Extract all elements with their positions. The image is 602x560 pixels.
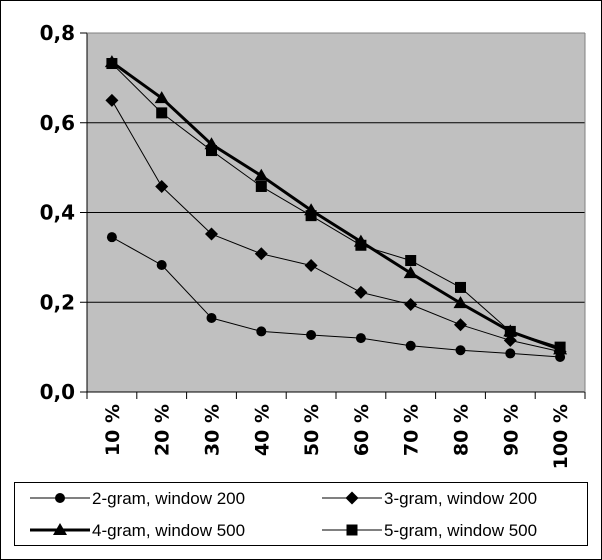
data-point	[505, 326, 516, 337]
x-tick-label: 60 %	[351, 404, 373, 456]
legend-label: 5-gram, window 500	[384, 521, 537, 540]
x-tick-label: 50 %	[301, 404, 323, 456]
data-point	[505, 348, 515, 358]
legend: 2-gram, window 200 3-gram, window 200 4-gr…	[15, 483, 588, 546]
data-point	[456, 345, 466, 355]
data-point	[256, 181, 267, 192]
data-point	[555, 342, 566, 353]
data-point	[206, 145, 217, 156]
legend-label: 4-gram, window 500	[92, 521, 245, 540]
y-tick-label: 0,0	[40, 380, 75, 404]
data-point	[406, 341, 416, 351]
data-point	[157, 260, 167, 270]
data-point	[106, 58, 117, 69]
data-point	[356, 333, 366, 343]
data-point	[256, 326, 266, 336]
x-tick-label: 100 %	[550, 404, 572, 469]
x-tick-label: 40 %	[251, 404, 273, 456]
x-tick-label: 20 %	[152, 404, 174, 456]
x-tick-label: 10 %	[102, 404, 124, 456]
y-tick-label: 0,8	[40, 21, 75, 45]
legend-marker	[347, 525, 358, 536]
legend-label: 2-gram, window 200	[92, 489, 245, 508]
y-tick-label: 0,4	[40, 201, 75, 225]
data-point	[355, 240, 366, 251]
data-point	[455, 282, 466, 293]
data-point	[306, 210, 317, 221]
data-point	[156, 107, 167, 118]
data-point	[207, 313, 217, 323]
data-point	[405, 255, 416, 266]
data-point	[306, 330, 316, 340]
x-tick-label: 90 %	[500, 404, 522, 456]
data-point	[107, 232, 117, 242]
y-tick-label: 0,2	[40, 290, 75, 314]
legend-marker	[55, 493, 65, 503]
x-tick-label: 70 %	[401, 404, 423, 456]
x-tick-label: 30 %	[202, 404, 224, 456]
x-tick-label: 80 %	[451, 404, 473, 456]
legend-label: 3-gram, window 200	[384, 489, 537, 508]
y-tick-label: 0,6	[40, 111, 75, 135]
